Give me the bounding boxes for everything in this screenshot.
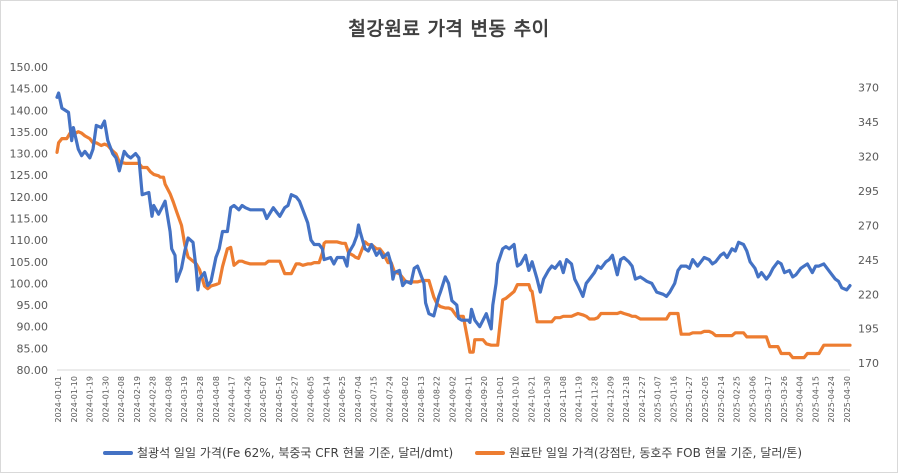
- x-tick-label: 2025-04-24: [827, 376, 836, 423]
- x-tick-label: 2024-04-08: [212, 376, 221, 423]
- x-tick-label: 2025-02-14: [717, 376, 726, 423]
- left-tick-label: 145.00: [10, 83, 49, 96]
- legend-swatch-coking-coal: [475, 450, 505, 455]
- x-tick-label: 2024-12-27: [638, 376, 647, 423]
- x-tick-label: 2024-11-08: [559, 376, 568, 423]
- x-tick-label: 2024-04-26: [243, 376, 252, 423]
- legend-label-iron-ore: 철광석 일일 가격(Fe 62%, 북중국 CFR 현물 기준, 달러/dmt): [137, 446, 454, 460]
- x-tick-label: 2024-11-19: [575, 376, 584, 423]
- legend-label-coking-coal: 원료탄 일일 가격(강점탄, 동호주 FOB 현물 기준, 달러/톤): [509, 446, 803, 460]
- right-tick-label: 370: [858, 82, 879, 95]
- left-tick-label: 85.00: [17, 342, 49, 355]
- left-tick-label: 120.00: [10, 191, 49, 204]
- left-tick-label: 115.00: [10, 213, 49, 226]
- x-tick-label: 2024-05-27: [291, 376, 300, 423]
- left-tick-label: 100.00: [10, 277, 49, 290]
- left-tick-label: 105.00: [10, 256, 49, 269]
- x-tick-label: 2024-09-02: [449, 376, 458, 423]
- series-line-coking-coal: [55, 130, 852, 360]
- x-tick-label: 2024-06-25: [338, 376, 347, 423]
- x-tick-label: 2024-01-10: [70, 376, 79, 423]
- x-tick-label: 2024-12-09: [606, 376, 615, 423]
- x-tick-label: 2025-02-05: [701, 376, 710, 423]
- legend-item-coking-coal: 원료탄 일일 가격(강점탄, 동호주 FOB 현물 기준, 달러/톤): [475, 444, 802, 461]
- left-tick-label: 150.00: [10, 61, 49, 74]
- x-tick-label: 2024-07-24: [385, 376, 394, 423]
- right-tick-label: 270: [858, 219, 879, 232]
- x-tick-label: 2024-01-19: [86, 376, 95, 423]
- chart-title: 철강원료 가격 변동 추이: [348, 18, 550, 40]
- x-tick-label: 2025-01-16: [669, 376, 678, 423]
- x-tick-label: 2025-02-25: [733, 376, 742, 423]
- x-tick-label: 2024-01-30: [101, 376, 110, 423]
- right-axis-ticks: 170 195 220 245 270 295 320 345 370: [858, 82, 879, 370]
- x-tick-label: 2024-01-01: [54, 376, 63, 423]
- x-tick-label: 2024-10-30: [543, 376, 552, 423]
- x-tick-label: 2024-05-07: [259, 376, 268, 423]
- x-tick-label: 2024-07-15: [370, 376, 379, 423]
- left-tick-label: 90.00: [17, 321, 49, 334]
- x-tick-label: 2025-03-17: [764, 376, 773, 423]
- right-tick-label: 170: [858, 357, 879, 370]
- legend: 철광석 일일 가격(Fe 62%, 북중국 CFR 현물 기준, 달러/dmt)…: [0, 444, 898, 464]
- x-tick-label: 2024-11-28: [591, 376, 600, 423]
- right-tick-label: 220: [858, 288, 879, 301]
- x-tick-label: 2024-10-10: [512, 376, 521, 423]
- x-tick-label: 2024-09-20: [480, 376, 489, 423]
- x-tick-label: 2024-02-28: [149, 376, 158, 423]
- x-tick-label: 2025-03-06: [748, 376, 757, 423]
- left-axis-ticks: 80.00 85.00 90.00 95.00 100.00 105.00 110.00 11…: [10, 61, 49, 377]
- left-tick-label: 140.00: [10, 104, 49, 117]
- x-tick-label: 2024-02-19: [133, 376, 142, 423]
- left-tick-label: 135.00: [10, 126, 49, 139]
- x-tick-label: 2024-06-14: [322, 376, 331, 423]
- right-tick-label: 195: [858, 323, 879, 336]
- left-tick-label: 130.00: [10, 148, 49, 161]
- right-tick-label: 295: [858, 185, 879, 198]
- series-line-iron-ore: [55, 91, 852, 331]
- x-tick-label: 2024-04-17: [228, 376, 237, 423]
- left-tick-label: 95.00: [17, 299, 49, 312]
- x-tick-label: 2024-05-16: [275, 376, 284, 423]
- x-tick-label: 2024-12-18: [622, 376, 631, 423]
- x-tick-label: 2024-09-11: [464, 376, 473, 423]
- x-tick-label: 2024-07-04: [354, 376, 363, 423]
- x-tick-label: 2025-04-15: [811, 376, 820, 423]
- x-tick-label: 2025-01-27: [685, 376, 694, 423]
- x-tick-label: 2024-10-01: [496, 376, 505, 423]
- legend-swatch-iron-ore: [103, 450, 133, 455]
- x-tick-label: 2024-06-05: [307, 376, 316, 423]
- x-tick-label: 2025-01-07: [654, 376, 663, 423]
- x-axis-ticks: 2024-01-01 2024-01-10 2024-01-19 2024-01-30…: [54, 376, 852, 423]
- right-tick-label: 345: [858, 116, 879, 129]
- right-tick-label: 320: [858, 151, 879, 164]
- x-tick-label: 2024-03-08: [165, 376, 174, 423]
- x-tick-label: 2024-08-13: [417, 376, 426, 423]
- x-tick-label: 2025-04-04: [796, 376, 805, 423]
- legend-item-iron-ore: 철광석 일일 가격(Fe 62%, 북중국 CFR 현물 기준, 달러/dmt): [103, 444, 453, 461]
- left-tick-label: 125.00: [10, 169, 49, 182]
- x-tick-label: 2024-08-22: [433, 376, 442, 423]
- series-layer: [55, 91, 852, 360]
- x-tick-label: 2024-03-28: [196, 376, 205, 423]
- x-tick-label: 2024-10-21: [527, 376, 536, 423]
- right-tick-label: 245: [858, 254, 879, 267]
- x-tick-label: 2025-04-30: [843, 376, 852, 423]
- left-tick-label: 110.00: [10, 234, 49, 247]
- x-tick-label: 2024-08-02: [401, 376, 410, 423]
- left-tick-label: 80.00: [17, 364, 49, 377]
- x-tick-label: 2025-03-26: [780, 376, 789, 423]
- x-tick-label: 2024-02-08: [117, 376, 126, 423]
- x-tick-label: 2024-03-19: [180, 376, 189, 423]
